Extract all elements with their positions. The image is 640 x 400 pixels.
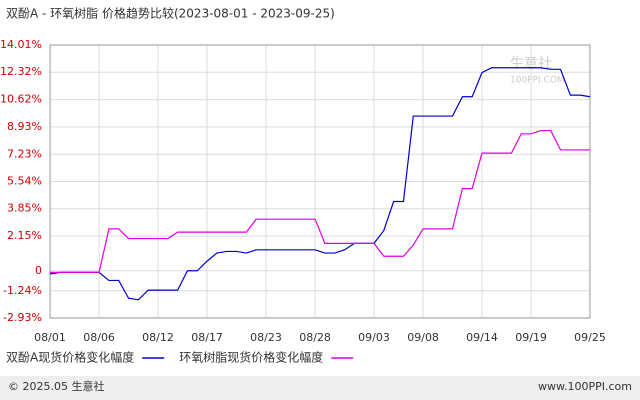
footer-left: © 2025.05 生意社 xyxy=(8,379,104,393)
watermark-url: 100PPI.COM xyxy=(510,76,565,86)
chart-title: 双酚A - 环氧树脂 价格趋势比较(2023-08-01 - 2023-09-2… xyxy=(6,6,335,21)
plot-border xyxy=(49,44,591,319)
x-tick-label: 08/17 xyxy=(191,331,223,344)
y-tick-label: 12.32% xyxy=(0,65,42,78)
x-tick-label: 08/01 xyxy=(34,331,66,344)
x-tick-label: 08/06 xyxy=(83,331,115,344)
y-tick-label: 5.54% xyxy=(7,175,42,188)
footer-right: www.100PPI.com xyxy=(538,380,632,393)
x-tick-label: 09/03 xyxy=(358,331,390,344)
y-tick-label: 10.62% xyxy=(0,93,42,106)
x-tick-label: 09/19 xyxy=(515,331,547,344)
y-tick-label: 8.93% xyxy=(7,120,42,133)
legend-label: 环氧树脂现货价格变化幅度 xyxy=(179,350,323,365)
x-tick-label: 08/12 xyxy=(142,331,174,344)
y-tick-label: -2.93% xyxy=(3,311,42,324)
y-tick-label: 14.01% xyxy=(0,38,42,51)
legend-label: 双酚A现货价格变化幅度 xyxy=(6,350,134,365)
y-tick-label: 0 xyxy=(35,264,42,277)
footer-band xyxy=(0,376,640,400)
x-tick-label: 09/14 xyxy=(466,331,498,344)
x-tick-label: 08/23 xyxy=(250,331,282,344)
y-tick-label: 2.15% xyxy=(7,229,42,242)
x-tick-label: 09/08 xyxy=(407,331,439,344)
y-tick-label: -1.24% xyxy=(3,284,42,297)
x-tick-label: 09/25 xyxy=(574,331,606,344)
y-tick-label: 7.23% xyxy=(7,147,42,160)
series-line xyxy=(49,67,591,301)
x-tick-label: 08/28 xyxy=(299,331,331,344)
y-tick-label: 3.85% xyxy=(7,202,42,215)
series-line xyxy=(50,129,590,273)
